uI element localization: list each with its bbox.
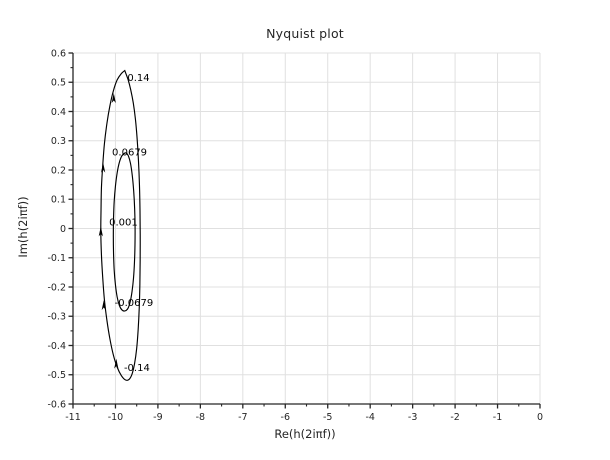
x-tick-label: -7	[238, 412, 247, 423]
direction-arrow	[114, 358, 119, 369]
y-tick-label: -0.5	[47, 370, 66, 381]
x-tick-label: -4	[365, 412, 374, 423]
x-tick-label: 0	[537, 412, 543, 423]
direction-arrow	[111, 93, 116, 104]
axis-ticks	[68, 52, 541, 409]
frequency-label: -0.14	[124, 363, 150, 374]
direction-arrows	[98, 93, 119, 369]
y-tick-label: 0	[60, 224, 66, 235]
y-tick-label: -0.2	[47, 282, 66, 293]
x-axis-label: Re(h(2iπf))	[274, 427, 336, 441]
axis-tick-labels: 0.6 0.5 0.4 0.3 0.2 0.1 0 -0.1 -0.2 -0.3 -0.4 -0.5 -…	[47, 48, 543, 423]
y-tick-label: 0.4	[51, 107, 66, 118]
y-tick-label: -0.1	[47, 253, 66, 264]
frequency-label: 0.14	[127, 73, 149, 84]
y-tick-label: 0.1	[51, 195, 66, 206]
gridlines	[72, 52, 541, 405]
x-tick-label: -2	[450, 412, 459, 423]
x-tick-label: -3	[408, 412, 417, 423]
nyquist-curves	[100, 69, 141, 381]
x-tick-label: -5	[323, 412, 332, 423]
x-tick-label: -6	[281, 412, 290, 423]
frequency-label: -0.0679	[115, 298, 154, 309]
y-tick-label: -0.4	[47, 341, 66, 352]
y-tick-label: -0.6	[47, 399, 66, 410]
x-tick-label: -9	[153, 412, 162, 423]
y-tick-label: -0.3	[47, 312, 66, 323]
y-tick-label: 0.5	[51, 78, 66, 89]
frequency-label: 0.001	[109, 217, 138, 228]
chart-title: Nyquist plot	[266, 26, 344, 41]
y-tick-label: 0.3	[51, 136, 66, 147]
y-tick-label: 0.2	[51, 165, 66, 176]
direction-arrow	[98, 226, 103, 237]
x-tick-label: -11	[65, 412, 81, 423]
curve-inner-loop	[112, 152, 136, 312]
y-tick-label: 0.6	[51, 48, 66, 59]
frequency-annotations: 0.14 0.0679 0.001 -0.0679 -0.14	[109, 73, 153, 374]
direction-arrow	[101, 300, 106, 311]
x-tick-label: -1	[493, 412, 502, 423]
x-tick-label: -8	[196, 412, 205, 423]
frequency-label: 0.0679	[112, 147, 147, 158]
curve-outer-loop	[100, 69, 141, 381]
direction-arrow	[101, 162, 106, 173]
x-tick-label: -10	[108, 412, 124, 423]
